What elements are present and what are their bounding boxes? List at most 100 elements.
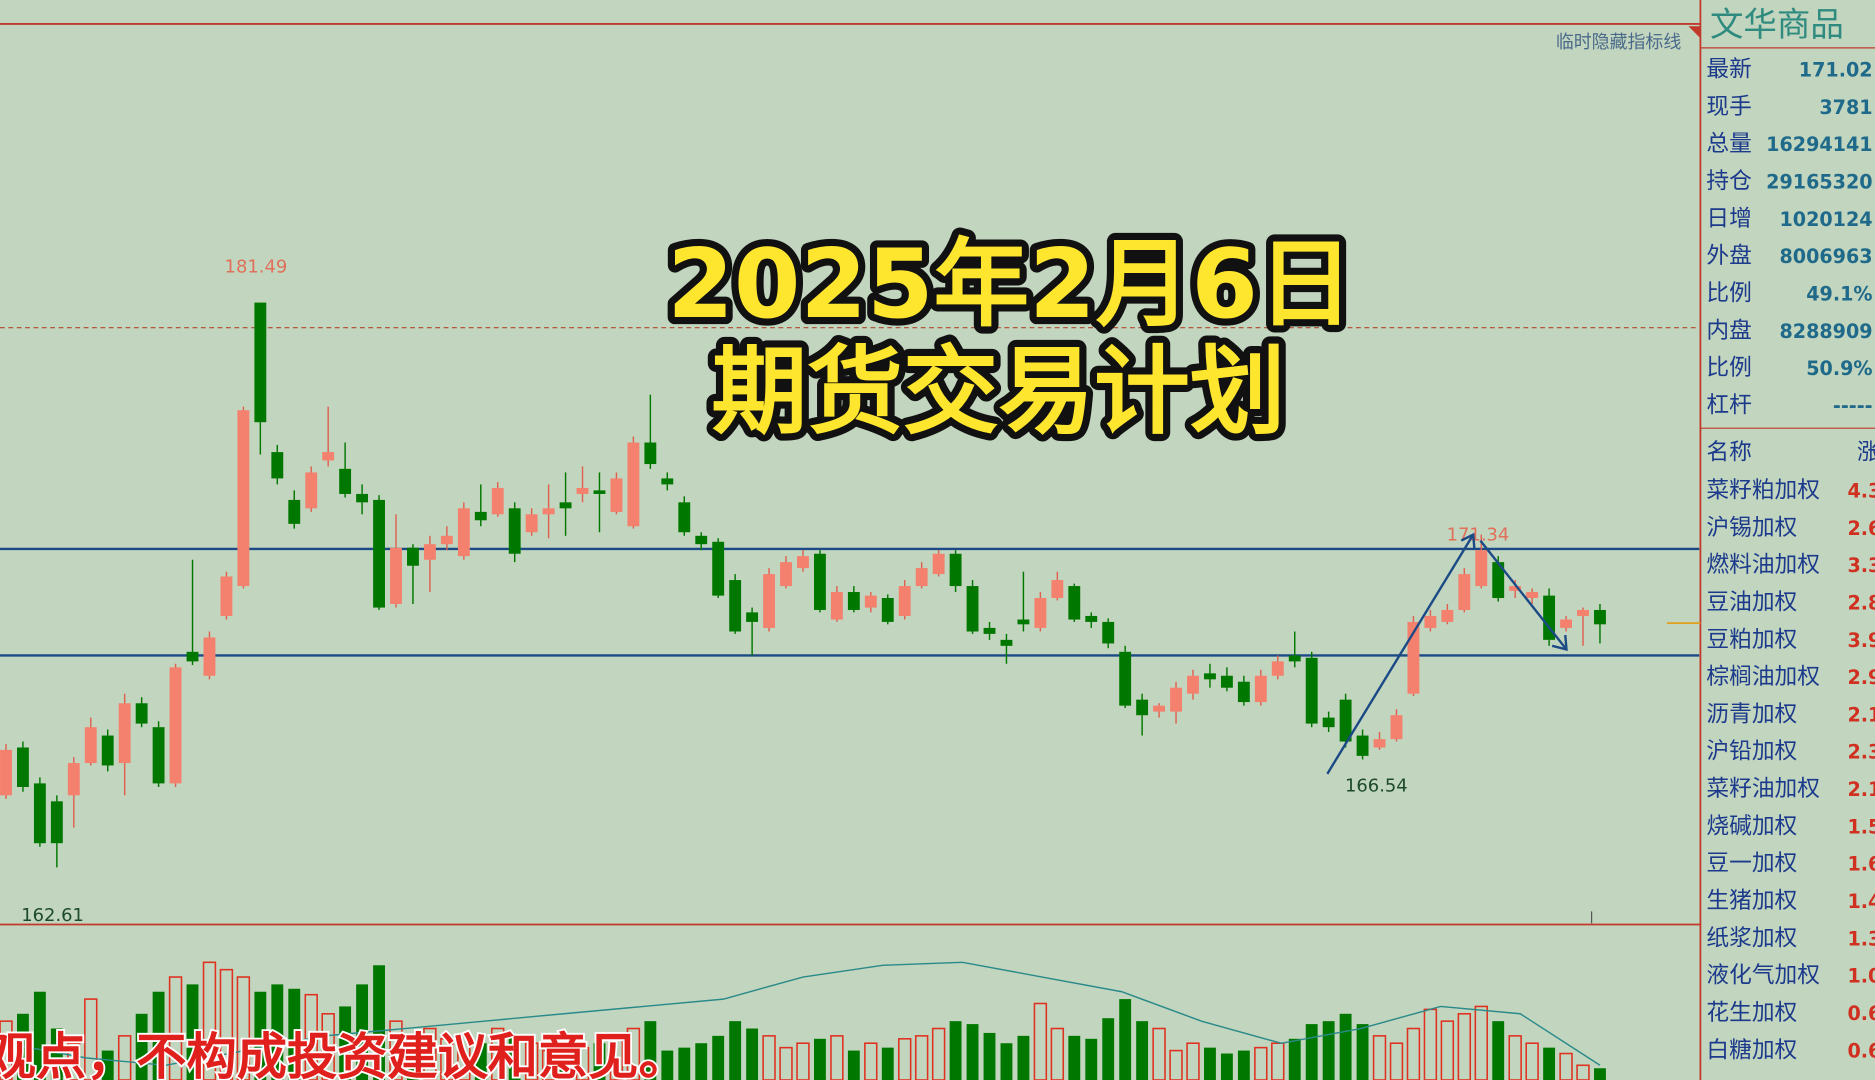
low-label: 162.61 [21, 905, 84, 926]
candle-body [254, 302, 267, 423]
instrument-change[interactable]: 1.0 [1847, 965, 1875, 988]
instrument-name[interactable]: 燃料油加权 [1706, 552, 1820, 578]
candle-body [1000, 639, 1013, 646]
instrument-name[interactable]: 花生加权 [1706, 1000, 1797, 1026]
candle-body [339, 468, 352, 494]
candle-body [271, 452, 284, 479]
instrument-name[interactable]: 生猪加权 [1706, 888, 1797, 914]
candle-body [864, 595, 877, 608]
candle-body [915, 568, 928, 587]
candle-body [1390, 715, 1403, 740]
candle-body [186, 651, 199, 662]
instrument-name[interactable]: 沪铅加权 [1706, 739, 1797, 765]
instrument-name[interactable]: 沥青加权 [1706, 701, 1797, 727]
candle-body [135, 703, 148, 724]
hide-indicator-button[interactable]: 临时隐藏指标线 [1556, 32, 1682, 53]
instrument-change[interactable]: 1.3 [1847, 927, 1875, 950]
candle-body [797, 556, 809, 569]
instrument-change[interactable]: 2.3 [1847, 741, 1875, 764]
candle-body [101, 735, 114, 766]
instrument-change[interactable]: 3.9 [1847, 629, 1875, 652]
disclaimer: 观点，不构成投资建议和意见。 [0, 1027, 689, 1080]
quote-value: 8288909 [1779, 320, 1872, 343]
volume-bar [288, 988, 301, 1080]
candle-body [1407, 621, 1420, 694]
quote-value: 49.1% [1806, 282, 1872, 305]
volume-bar [712, 1035, 725, 1080]
swing-high-label: 171.34 [1447, 525, 1510, 546]
instrument-name[interactable]: 白糖加权 [1706, 1037, 1797, 1063]
instrument-change[interactable]: 3.3 [1847, 554, 1875, 577]
instrument-name[interactable]: 烧碱加权 [1706, 813, 1797, 839]
volume-bar [779, 1046, 793, 1080]
candle-body [966, 586, 979, 632]
volume-bar [559, 1038, 572, 1080]
volume-bar [593, 1043, 606, 1080]
volume-bar [168, 976, 183, 1080]
panel-title: 文华商品 [1710, 5, 1844, 44]
candle-body [17, 747, 29, 787]
candle-body [712, 541, 725, 596]
candle-body [763, 574, 775, 628]
candle-body [305, 472, 318, 509]
volume-bar [423, 1027, 437, 1080]
candle-body [1577, 609, 1589, 616]
candle-body [780, 562, 792, 587]
volume-bar [1068, 1035, 1081, 1080]
instrument-name[interactable]: 棕榈油加权 [1706, 664, 1820, 690]
quote-panel: 文华商品 最新 171.02 现手 3781 总量 16294141 持仓 29165320 日… [1700, 5, 1875, 1063]
instrument-name[interactable]: 纸浆加权 [1706, 925, 1797, 951]
volume-bar [67, 1042, 81, 1080]
quote-label: 内盘 [1706, 318, 1751, 344]
volume-bar [1254, 1046, 1268, 1080]
volume-bar [1356, 1024, 1369, 1080]
swing-low-label: 166.54 [1345, 776, 1408, 797]
candle-body [1526, 592, 1539, 599]
instrument-name[interactable]: 菜籽油加权 [1706, 776, 1820, 802]
overlay-title: 2025年2月6日 [667, 228, 1353, 340]
instrument-name[interactable]: 液化气加权 [1706, 963, 1820, 989]
instrument-change[interactable]: 2.9 [1847, 666, 1875, 689]
instrument-change[interactable]: 1.5 [1847, 815, 1875, 838]
instrument-name[interactable]: 豆一加权 [1706, 851, 1797, 877]
instrument-change[interactable]: 1.4 [1847, 890, 1875, 913]
volume-bar [796, 1042, 810, 1080]
quote-value: 171.02 [1799, 59, 1873, 82]
instrument-change[interactable]: 0.6 [1847, 1002, 1875, 1025]
candle-body [50, 801, 63, 844]
instrument-name[interactable]: 豆油加权 [1706, 589, 1797, 615]
candle-body [1288, 655, 1301, 662]
quote-label: 比例 [1706, 280, 1751, 306]
candle-body [525, 514, 538, 533]
instrument-change[interactable]: 2.8 [1847, 591, 1875, 614]
volume-bar [524, 1042, 539, 1080]
instrument-name[interactable]: 菜籽粕加权 [1706, 478, 1820, 504]
candle-body [118, 703, 131, 764]
candle-body [390, 547, 402, 604]
candle-body [678, 502, 691, 533]
volume-bar [219, 968, 234, 1080]
volume-bar [644, 1021, 657, 1080]
volume-bar [1322, 1021, 1335, 1080]
quote-label: 比例 [1706, 355, 1751, 381]
quote-value: 16294141 [1766, 133, 1872, 156]
volume-bar [847, 1050, 860, 1080]
volume-bar [541, 1049, 556, 1080]
instrument-name[interactable]: 豆粕加权 [1706, 627, 1797, 653]
candle-body [1136, 699, 1149, 716]
instrument-change[interactable]: 2.1 [1847, 703, 1875, 726]
volume-bar [50, 1028, 63, 1080]
volume-bar [1305, 1024, 1318, 1080]
instrument-change[interactable]: 4.3 [1847, 480, 1875, 503]
volume-bar [1220, 1053, 1233, 1080]
instrument-change[interactable]: 0.6 [1847, 1039, 1875, 1062]
instrument-change[interactable]: 2.1 [1847, 778, 1875, 801]
instrument-change[interactable]: 2.6 [1847, 517, 1875, 540]
instrument-change[interactable]: 1.6 [1847, 853, 1875, 876]
volume-bar [1594, 1068, 1606, 1080]
instrument-name[interactable]: 沪锡加权 [1706, 515, 1797, 541]
volume-bar [678, 1047, 691, 1080]
candle-body [440, 535, 453, 545]
volume-area [0, 961, 1606, 1080]
